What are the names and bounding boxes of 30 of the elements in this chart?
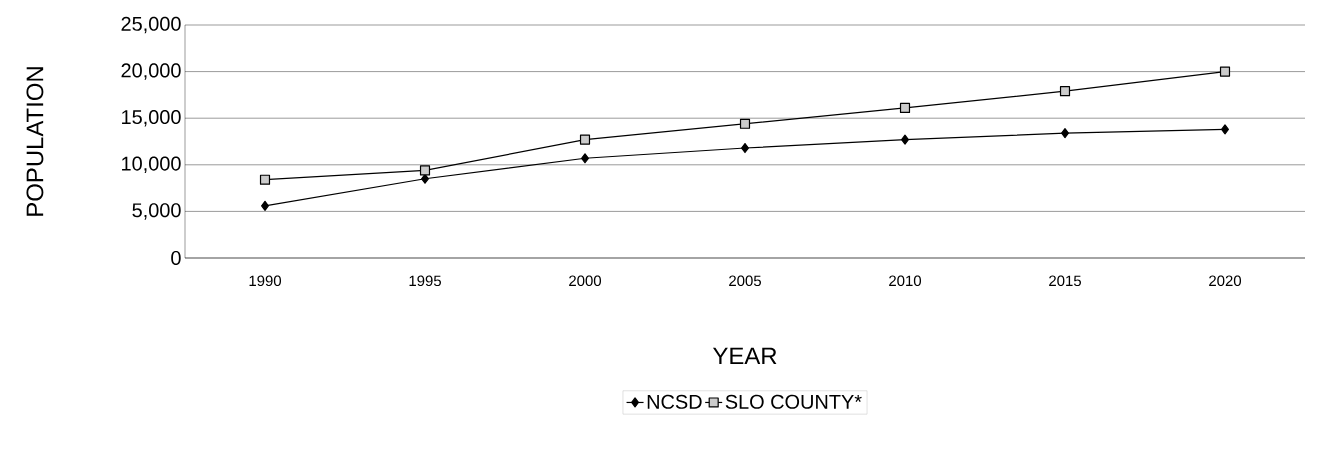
y-axis-title: POPULATION: [26, 67, 44, 216]
x-tick-label: 2005: [729, 275, 761, 287]
point: [1059, 86, 1071, 97]
x-tick-label: 2000: [569, 275, 602, 287]
point: [579, 134, 591, 145]
legend-label: SLO COUNTY*: [725, 394, 862, 409]
point: [581, 153, 589, 164]
point: [1221, 124, 1229, 135]
point: [421, 173, 429, 184]
x-tick-label: 2020: [1209, 275, 1242, 287]
point: [419, 165, 431, 176]
point: [261, 200, 269, 211]
point: [899, 102, 911, 114]
y-tick-label: 10,000: [122, 156, 181, 174]
legend-label: NCSD: [647, 394, 702, 409]
point: [1219, 66, 1231, 77]
x-tick-label: 2010: [889, 275, 922, 287]
y-tick-label: 0: [171, 250, 181, 266]
x-tick-label: 2015: [1049, 275, 1081, 287]
point: [739, 118, 751, 129]
y-tick-label: 15,000: [122, 109, 181, 127]
x-axis-title: YEAR: [712, 347, 777, 365]
point: [901, 134, 909, 145]
x-tick-label: 1995: [409, 275, 441, 287]
point: [1061, 128, 1069, 139]
y-tick-label: 25,000: [121, 16, 181, 34]
y-tick-label: 5,000: [132, 203, 181, 220]
x-tick-label: 1990: [249, 275, 282, 287]
y-tick-label: 20,000: [121, 63, 181, 80]
point: [259, 174, 271, 185]
